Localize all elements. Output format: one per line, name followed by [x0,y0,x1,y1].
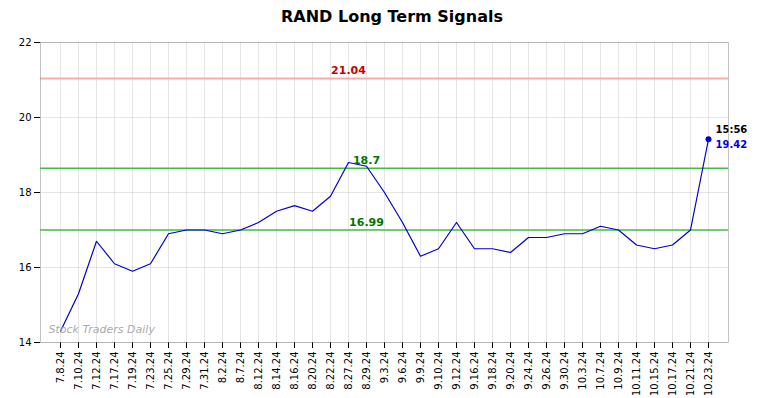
svg-text:7.23.24: 7.23.24 [145,352,156,390]
svg-text:9.12.24: 9.12.24 [451,352,462,390]
svg-text:8.22.24: 8.22.24 [325,352,336,390]
svg-text:7.17.24: 7.17.24 [109,352,120,390]
svg-text:9.9.24: 9.9.24 [415,352,426,384]
svg-text:15:56: 15:56 [716,124,748,135]
svg-text:10.9.24: 10.9.24 [613,352,624,390]
svg-text:22: 22 [19,37,32,48]
svg-text:19.42: 19.42 [716,139,748,150]
svg-text:10.15.24: 10.15.24 [649,352,660,397]
svg-text:7.10.24: 7.10.24 [73,352,84,390]
svg-text:9.30.24: 9.30.24 [559,352,570,390]
svg-text:18.7: 18.7 [353,154,380,167]
svg-text:Stock Traders Daily: Stock Traders Daily [49,323,156,336]
svg-text:10.3.24: 10.3.24 [577,352,588,390]
svg-text:9.3.24: 9.3.24 [379,352,390,384]
svg-text:9.16.24: 9.16.24 [469,352,480,390]
html-text:RAND Long Term Signals: RAND Long Term Signals [281,7,503,26]
svg-text:9.24.24: 9.24.24 [523,352,534,390]
svg-text:10.23.24: 10.23.24 [703,352,714,397]
svg-text:9.6.24: 9.6.24 [397,352,408,384]
svg-text:7.25.24: 7.25.24 [163,352,174,390]
svg-text:10.11.24: 10.11.24 [631,352,642,397]
svg-text:14: 14 [19,337,32,348]
svg-text:20: 20 [19,112,32,123]
svg-text:8.2.24: 8.2.24 [217,352,228,384]
svg-text:7.31.24: 7.31.24 [199,352,210,390]
svg-text:7.12.24: 7.12.24 [91,352,102,390]
svg-text:16.99: 16.99 [349,216,384,229]
svg-text:9.26.24: 9.26.24 [541,352,552,390]
svg-text:9.20.24: 9.20.24 [505,352,516,390]
svg-text:8.16.24: 8.16.24 [289,352,300,390]
svg-text:16: 16 [19,262,32,273]
svg-text:8.7.24: 8.7.24 [235,352,246,384]
svg-text:7.8.24: 7.8.24 [55,352,66,384]
svg-text:8.29.24: 8.29.24 [361,352,372,390]
svg-text:9.18.24: 9.18.24 [487,352,498,390]
svg-text:8.27.24: 8.27.24 [343,352,354,390]
svg-text:9.10.24: 9.10.24 [433,352,444,390]
svg-text:10.7.24: 10.7.24 [595,352,606,390]
svg-text:8.20.24: 8.20.24 [307,352,318,390]
svg-text:7.29.24: 7.29.24 [181,352,192,390]
svg-text:7.19.24: 7.19.24 [127,352,138,390]
svg-text:8.12.24: 8.12.24 [253,352,264,390]
svg-text:10.17.24: 10.17.24 [667,352,678,397]
svg-text:10.21.24: 10.21.24 [685,352,696,397]
svg-text:21.04: 21.04 [331,64,366,77]
svg-text:8.14.24: 8.14.24 [271,352,282,390]
svg-text:18: 18 [19,187,32,198]
